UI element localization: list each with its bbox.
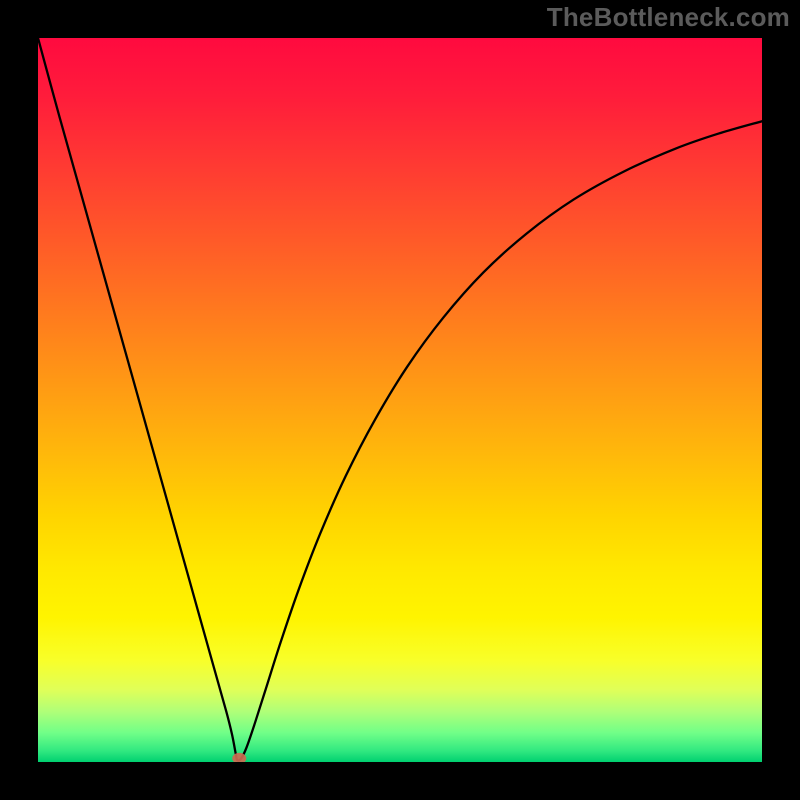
chart-container: TheBottleneck.com [0, 0, 800, 800]
gradient-background [38, 38, 762, 762]
watermark-text: TheBottleneck.com [547, 2, 790, 33]
bottleneck-curve-chart [38, 38, 762, 762]
